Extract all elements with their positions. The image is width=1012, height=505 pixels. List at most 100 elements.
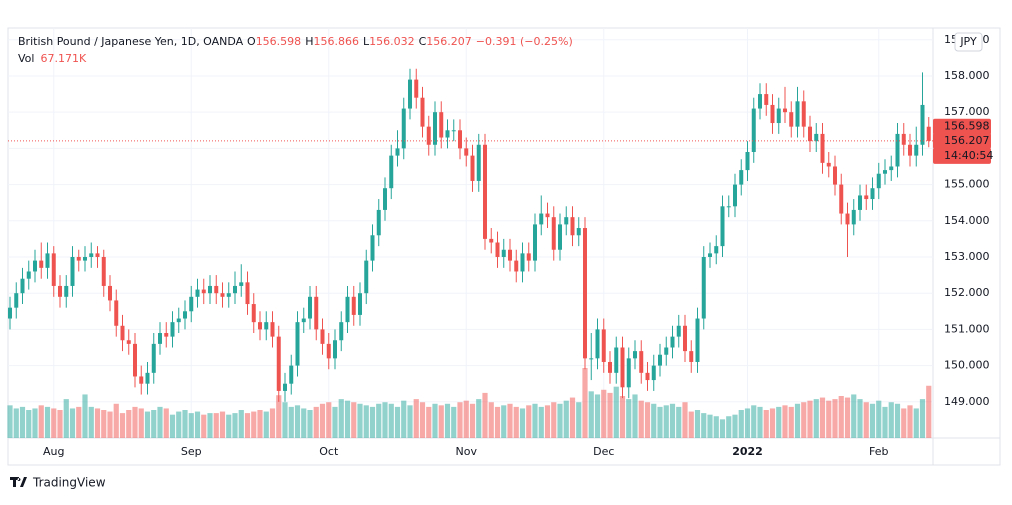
candle-body xyxy=(826,162,831,167)
volume-bar xyxy=(407,405,413,438)
candle-body xyxy=(195,289,200,297)
volume-bar xyxy=(119,413,126,438)
candle-body xyxy=(708,253,712,257)
volume-bar xyxy=(826,400,832,438)
volume-bar xyxy=(126,410,132,438)
y-tick-label: 155.000 xyxy=(944,178,990,191)
candle-body xyxy=(820,133,825,163)
y-tick-label: 154.000 xyxy=(944,214,990,227)
volume-bar xyxy=(538,406,544,438)
candle-body xyxy=(245,282,250,305)
candle-body xyxy=(808,126,812,142)
x-tick-label: Sep xyxy=(181,445,202,458)
candle-body xyxy=(689,351,694,362)
volume-bar xyxy=(313,406,319,438)
volume-bar xyxy=(863,402,869,438)
y-tick-label: 153.000 xyxy=(944,250,990,263)
candle-body xyxy=(8,307,12,319)
candle-body xyxy=(20,278,25,294)
volume-bar xyxy=(501,405,507,438)
candle-body xyxy=(264,322,269,330)
volume-bar xyxy=(782,405,788,438)
candle-body xyxy=(601,329,606,362)
footer-brand: TradingView xyxy=(32,476,106,490)
candle-body xyxy=(345,296,350,323)
candle-body xyxy=(395,148,400,156)
volume-bar xyxy=(494,406,501,438)
candle-body xyxy=(370,235,375,261)
volume-bar xyxy=(363,405,369,438)
volume-bar xyxy=(557,403,563,438)
volume-bar xyxy=(532,403,538,438)
volume-bar xyxy=(107,411,113,438)
volume-bar xyxy=(451,406,457,438)
volume-legend: Vol 67.171K xyxy=(18,52,87,65)
x-tick-label: 2022 xyxy=(732,445,763,458)
volume-bar xyxy=(69,408,76,438)
candle-body xyxy=(70,256,75,286)
volume-bar xyxy=(388,403,394,438)
volume-bar xyxy=(394,406,401,438)
volume-key: Vol xyxy=(18,52,34,65)
grid xyxy=(8,28,933,438)
volume-bar xyxy=(226,414,232,438)
footer-logo xyxy=(10,477,27,487)
volume-bar xyxy=(638,400,644,438)
volume-bar xyxy=(694,410,701,438)
candle-body xyxy=(583,228,587,359)
volume-bar xyxy=(157,406,163,438)
volume-bar xyxy=(838,396,844,438)
price-label: 156.207 xyxy=(944,134,990,147)
countdown-box xyxy=(933,147,991,164)
ohlc-key: H xyxy=(305,35,313,48)
candle-body xyxy=(895,133,900,167)
volume-bar xyxy=(382,402,388,438)
currency-button xyxy=(954,32,983,52)
candle-body xyxy=(508,249,512,261)
volume-bar xyxy=(38,405,44,438)
volume-bar xyxy=(751,405,757,438)
volume-bar xyxy=(801,402,807,438)
volume-bar xyxy=(82,394,88,438)
volume-bar xyxy=(894,403,901,438)
candle-body xyxy=(389,155,394,189)
candle-body xyxy=(776,108,781,124)
volume-bar xyxy=(63,399,69,438)
candle-body xyxy=(639,351,644,373)
candle-body xyxy=(783,108,787,113)
x-tick-label: Oct xyxy=(319,445,339,458)
candle-body xyxy=(889,166,894,171)
volume-bar xyxy=(276,395,282,438)
candle-body xyxy=(270,322,275,337)
candle-body xyxy=(339,322,344,341)
volume-bar xyxy=(794,403,801,438)
candle-body xyxy=(326,343,331,359)
volume-bar xyxy=(144,411,151,438)
volume-bar xyxy=(657,406,663,438)
volume-value: 67.171K xyxy=(40,52,86,65)
candle-body xyxy=(314,296,319,330)
candle-body xyxy=(570,217,575,236)
volume-bar xyxy=(507,403,513,438)
volume-bar xyxy=(344,400,351,438)
y-tick-label: 151.000 xyxy=(944,322,990,335)
volume-bar xyxy=(857,399,863,438)
candle-body xyxy=(595,329,600,359)
ohlc-value: 156.032 xyxy=(369,35,415,48)
volume-bar xyxy=(51,408,57,438)
volume-bar xyxy=(238,410,244,438)
legend-line: British Pound / Japanese Yen, 1D, OANDA O… xyxy=(18,35,573,48)
volume-bar xyxy=(707,414,713,438)
candle-body xyxy=(520,253,525,272)
volume-bar xyxy=(876,400,882,438)
volume-bar xyxy=(651,403,657,438)
candle-body xyxy=(501,249,506,257)
candle-body xyxy=(295,322,300,366)
volume-bar xyxy=(551,402,557,438)
candle-body xyxy=(289,365,294,384)
axes: 149.000 150.000 151.000 152.000 153.000 154.0… xyxy=(43,32,993,458)
volume-bar xyxy=(219,411,226,438)
candle-body xyxy=(83,256,87,261)
volume-bar xyxy=(244,413,251,438)
candle-body xyxy=(633,351,637,359)
